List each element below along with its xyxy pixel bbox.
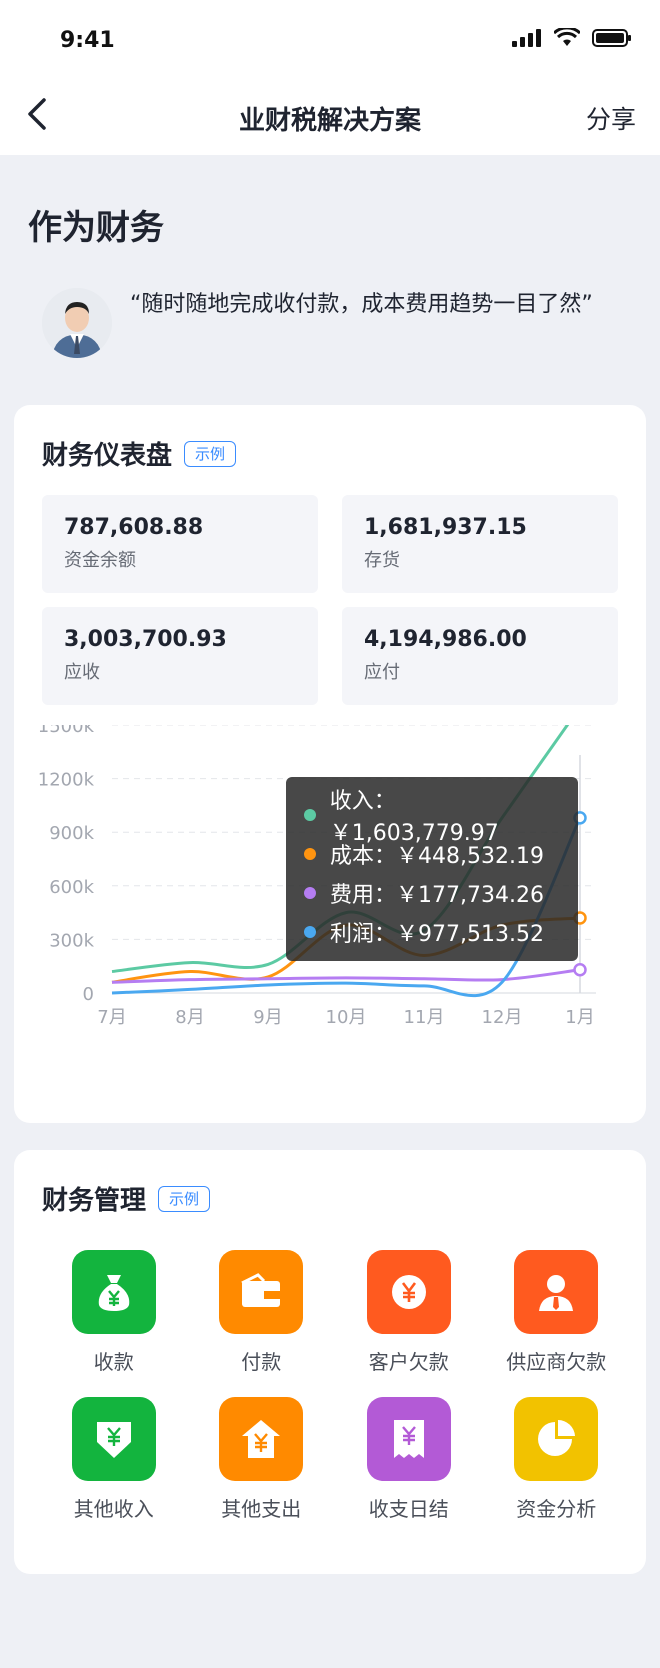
receipt-icon — [366, 1397, 451, 1481]
house-yen-icon — [219, 1397, 304, 1481]
testimonial: “随时随地完成收付款，成本费用趋势一目了然” — [42, 286, 632, 366]
item-make-payment[interactable]: 付款 — [188, 1250, 336, 1375]
yen-coin-icon — [366, 1250, 451, 1334]
item-label: 收支日结 — [368, 1497, 449, 1521]
item-label: 付款 — [241, 1350, 282, 1374]
y-tick-label: 600k — [49, 877, 94, 898]
item-collect-payment[interactable]: 收款 — [40, 1250, 188, 1375]
series-line-费用 — [111, 968, 581, 984]
item-other-expense[interactable]: 其他支出 — [188, 1397, 336, 1522]
stats-grid: 787,608.88 资金余额 1,681,937.15 存货 3,003,70… — [42, 495, 618, 705]
x-tick-label: 8月 — [175, 1007, 204, 1028]
item-customer-debt[interactable]: 客户欠款 — [335, 1250, 483, 1375]
tooltip-dot — [304, 808, 316, 821]
x-tick-label: 10月 — [326, 1007, 367, 1028]
stat-value: 787,608.88 — [64, 515, 204, 540]
money-bag-icon — [71, 1250, 156, 1334]
x-tick-label: 7月 — [97, 1007, 126, 1028]
battery-icon — [592, 29, 631, 47]
item-label: 客户欠款 — [368, 1350, 449, 1374]
x-tick-label: 1月 — [565, 1007, 594, 1028]
stat-label: 应收 — [64, 662, 100, 683]
status-time: 9:41 — [60, 28, 115, 53]
item-supplier-debt[interactable]: 供应商欠款 — [483, 1250, 631, 1375]
status-bar: 9:41 — [0, 0, 660, 80]
item-label: 资金分析 — [516, 1497, 597, 1521]
status-icons — [512, 28, 632, 48]
tooltip-row: 费用：￥177,734.26 — [304, 873, 560, 912]
item-daily-settlement[interactable]: 收支日结 — [335, 1397, 483, 1522]
y-tick-label: 300k — [49, 930, 94, 951]
wifi-icon — [554, 28, 580, 46]
chart-tooltip: 收入：￥1,603,779.97 成本：￥448,532.19 费用：￥177,… — [286, 777, 578, 961]
series-point-费用 — [573, 963, 587, 977]
share-button[interactable]: 分享 — [585, 105, 636, 134]
page-title: 业财税解决方案 — [238, 106, 421, 136]
finance-dashboard-card: 财务仪表盘 示例 787,608.88 资金余额 1,681,937.15 存货… — [14, 405, 646, 1123]
stat-payable[interactable]: 4,194,986.00 应付 — [342, 607, 618, 705]
item-fund-analysis[interactable]: 资金分析 — [483, 1397, 631, 1522]
dashboard-title: 财务仪表盘 — [42, 441, 173, 471]
finance-management-card: 财务管理 示例 收款 付款 — [14, 1150, 646, 1574]
card-icon — [219, 1250, 304, 1334]
tooltip-row: 利润：￥977,513.52 — [304, 912, 560, 951]
back-button[interactable] — [16, 94, 56, 134]
supplier-icon — [514, 1250, 599, 1334]
x-tick-label: 11月 — [404, 1007, 445, 1028]
stat-receivable[interactable]: 3,003,700.93 应收 — [42, 607, 318, 705]
dashboard-header: 财务仪表盘 示例 — [42, 435, 237, 472]
y-tick-label: 1500k — [38, 725, 95, 737]
management-header: 财务管理 示例 — [42, 1180, 211, 1217]
chevron-left-icon — [28, 98, 46, 130]
person-avatar-icon — [42, 288, 112, 358]
tooltip-dot — [304, 925, 316, 938]
example-tag: 示例 — [158, 1185, 211, 1212]
item-label: 收款 — [93, 1350, 134, 1374]
management-grid: 收款 付款 客户欠款 — [40, 1250, 630, 1522]
tooltip-text: 成本：￥448,532.19 — [330, 843, 544, 869]
nav-bar: 业财税解决方案 分享 — [0, 80, 660, 155]
pie-icon — [514, 1397, 599, 1481]
stat-label: 存货 — [364, 550, 400, 571]
item-label: 其他支出 — [221, 1497, 302, 1521]
item-other-income[interactable]: 其他收入 — [40, 1397, 188, 1522]
tooltip-text: 利润：￥977,513.52 — [330, 921, 544, 947]
stat-value: 1,681,937.15 — [364, 515, 527, 540]
item-label: 供应商欠款 — [506, 1350, 607, 1374]
signal-icon — [512, 29, 541, 47]
y-tick-label: 1200k — [38, 770, 95, 791]
management-title: 财务管理 — [42, 1186, 147, 1216]
stat-inventory[interactable]: 1,681,937.15 存货 — [342, 495, 618, 593]
stat-value: 3,003,700.93 — [64, 627, 227, 652]
tooltip-text: 费用：￥177,734.26 — [330, 882, 544, 908]
stat-label: 资金余额 — [64, 550, 136, 571]
tooltip-dot — [304, 847, 316, 860]
y-tick-label: 0 — [83, 984, 94, 1005]
stat-value: 4,194,986.00 — [364, 627, 527, 652]
x-tick-label: 9月 — [253, 1007, 282, 1028]
tooltip-dot — [304, 886, 316, 899]
avatar — [42, 288, 112, 358]
tooltip-row: 成本：￥448,532.19 — [304, 834, 560, 873]
quote-text: “随时随地完成收付款，成本费用趋势一目了然” — [130, 292, 593, 317]
item-label: 其他收入 — [73, 1497, 154, 1521]
arrow-in-icon — [71, 1397, 156, 1481]
stat-label: 应付 — [364, 662, 400, 683]
tooltip-text: 收入：￥1,603,779.97 — [329, 788, 499, 846]
stat-cash-balance[interactable]: 787,608.88 资金余额 — [42, 495, 318, 593]
y-tick-label: 900k — [49, 823, 94, 844]
x-tick-label: 12月 — [482, 1007, 523, 1028]
section-heading: 作为财务 — [28, 208, 164, 248]
tooltip-row: 收入：￥1,603,779.97 — [304, 789, 560, 846]
example-tag: 示例 — [184, 440, 237, 467]
